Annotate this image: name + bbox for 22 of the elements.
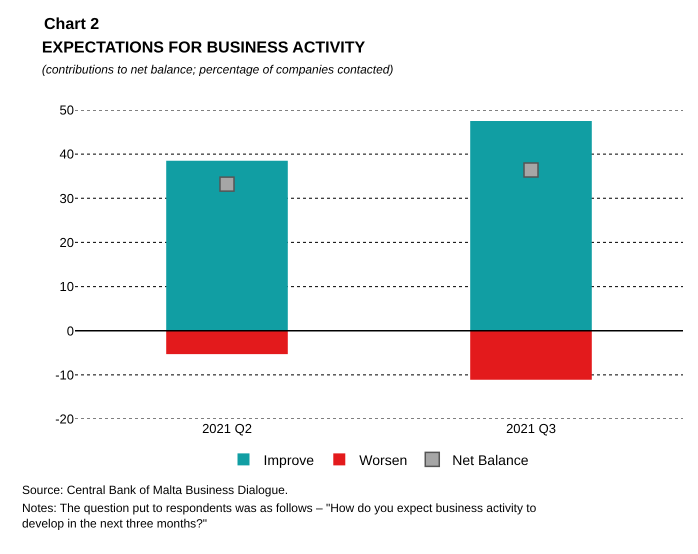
bar — [166, 160, 288, 331]
bar — [166, 330, 288, 354]
y-tick-label: -20 — [55, 412, 74, 427]
y-tick-label: 50 — [60, 102, 74, 118]
source-note: Source: Central Bank of Malta Business Dialogue. — [22, 483, 288, 497]
legend-label: Improve — [264, 452, 314, 468]
y-tick-label: 40 — [60, 146, 74, 162]
y-tick-label: 0 — [66, 323, 74, 338]
legend-label: Worsen — [359, 452, 408, 468]
x-tick-label: 2021 Q2 — [202, 421, 252, 436]
legend-label: Net Balance — [452, 452, 529, 468]
y-tick-label: 30 — [60, 190, 74, 206]
x-tick-label: 2021 Q3 — [506, 421, 556, 436]
y-tick-label: 10 — [60, 279, 74, 294]
bar — [470, 121, 592, 331]
bar — [470, 330, 592, 380]
chart-title: EXPECTATIONS FOR BUSINESS ACTIVITY — [42, 40, 366, 57]
y-tick-label: -10 — [55, 367, 74, 382]
text: Notes: The question put to respondents was as follows – "How do you expect business activity to develop in the next three months?" — [22, 501, 537, 531]
chart-subtitle: (contributions to net balance; percentage of companies contacted) — [42, 62, 394, 76]
y-tick-label: 20 — [60, 234, 74, 250]
caption: Chart 2 — [44, 16, 100, 33]
